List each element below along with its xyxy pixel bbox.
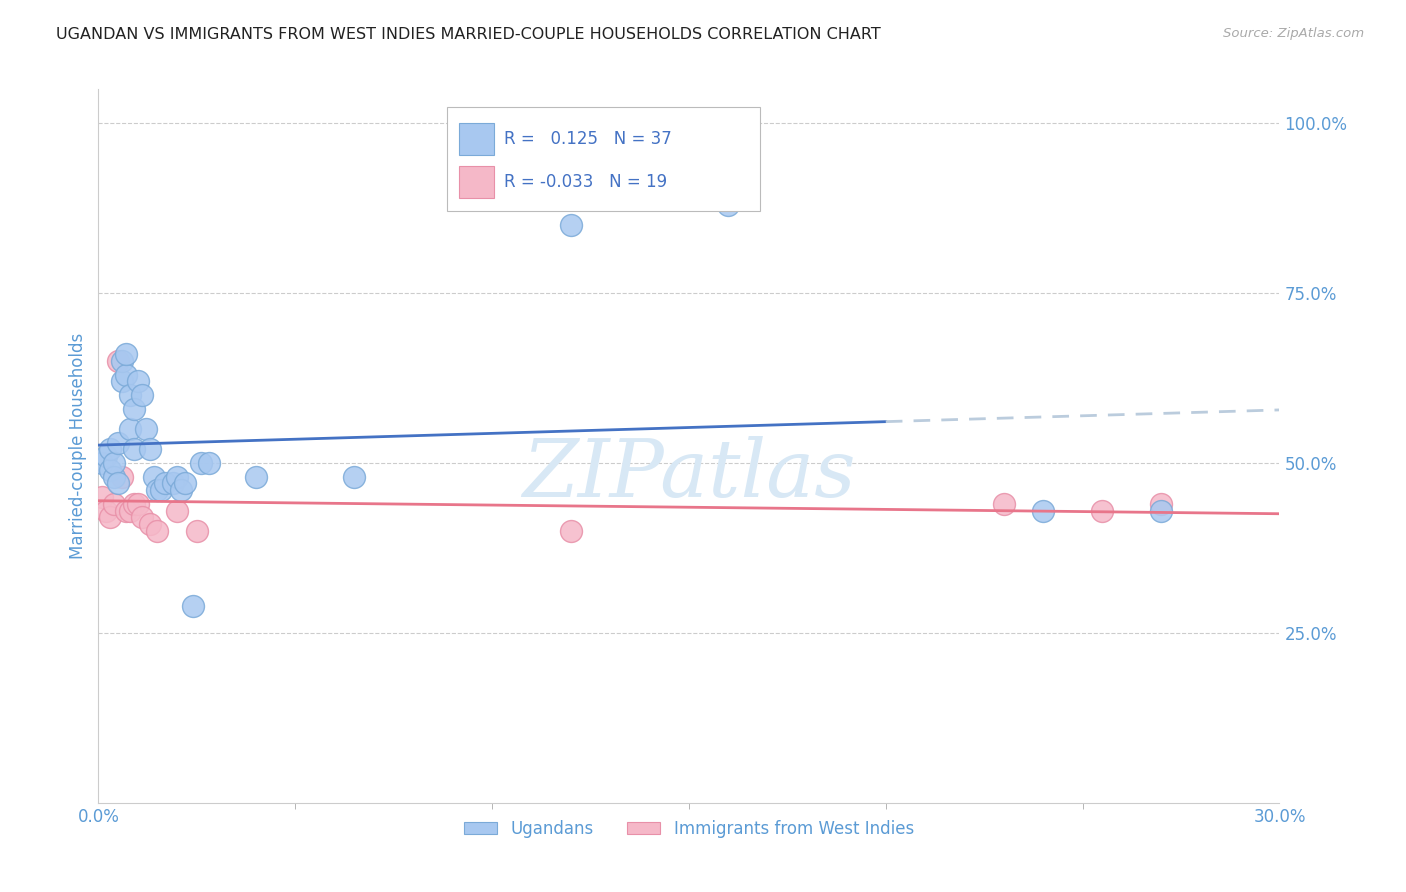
Y-axis label: Married-couple Households: Married-couple Households	[69, 333, 87, 559]
Point	[122, 497, 145, 511]
Point	[96, 503, 118, 517]
Point	[181, 599, 204, 613]
Point	[138, 442, 160, 457]
Point	[96, 449, 118, 463]
Point	[135, 422, 157, 436]
Point	[98, 442, 121, 457]
Point	[138, 517, 160, 532]
Point	[146, 483, 169, 498]
Point	[186, 524, 208, 538]
Point	[122, 442, 145, 457]
Point	[91, 490, 114, 504]
Point	[115, 368, 138, 382]
Text: R =   0.125   N = 37: R = 0.125 N = 37	[503, 130, 671, 148]
Point	[107, 476, 129, 491]
Point	[131, 388, 153, 402]
Point	[245, 469, 267, 483]
Point	[98, 510, 121, 524]
Point	[142, 469, 165, 483]
FancyBboxPatch shape	[447, 107, 759, 211]
Point	[343, 469, 366, 483]
Point	[115, 503, 138, 517]
Point	[107, 435, 129, 450]
Point	[993, 497, 1015, 511]
Point	[111, 375, 134, 389]
Text: Source: ZipAtlas.com: Source: ZipAtlas.com	[1223, 27, 1364, 40]
Point	[197, 456, 219, 470]
Point	[155, 476, 177, 491]
Text: R = -0.033   N = 19: R = -0.033 N = 19	[503, 173, 666, 191]
Point	[717, 198, 740, 212]
Point	[1150, 497, 1173, 511]
Point	[115, 347, 138, 361]
Point	[150, 483, 173, 498]
Point	[111, 354, 134, 368]
Point	[166, 503, 188, 517]
Point	[1032, 503, 1054, 517]
Point	[91, 456, 114, 470]
Point	[127, 375, 149, 389]
Point	[170, 483, 193, 498]
Legend: Ugandans, Immigrants from West Indies: Ugandans, Immigrants from West Indies	[457, 814, 921, 845]
Point	[1150, 503, 1173, 517]
Point	[118, 422, 141, 436]
Point	[103, 456, 125, 470]
Point	[146, 524, 169, 538]
Point	[107, 354, 129, 368]
Point	[122, 401, 145, 416]
Point	[103, 497, 125, 511]
Point	[560, 524, 582, 538]
Text: ZIPatlas: ZIPatlas	[522, 436, 856, 513]
Point	[111, 469, 134, 483]
Point	[162, 476, 184, 491]
Point	[103, 469, 125, 483]
Point	[1091, 503, 1114, 517]
Text: UGANDAN VS IMMIGRANTS FROM WEST INDIES MARRIED-COUPLE HOUSEHOLDS CORRELATION CHA: UGANDAN VS IMMIGRANTS FROM WEST INDIES M…	[56, 27, 882, 42]
Point	[560, 218, 582, 232]
Point	[118, 388, 141, 402]
FancyBboxPatch shape	[458, 123, 494, 155]
Point	[118, 503, 141, 517]
FancyBboxPatch shape	[458, 166, 494, 198]
Point	[131, 510, 153, 524]
Point	[166, 469, 188, 483]
Point	[127, 497, 149, 511]
Point	[190, 456, 212, 470]
Point	[98, 463, 121, 477]
Point	[174, 476, 197, 491]
